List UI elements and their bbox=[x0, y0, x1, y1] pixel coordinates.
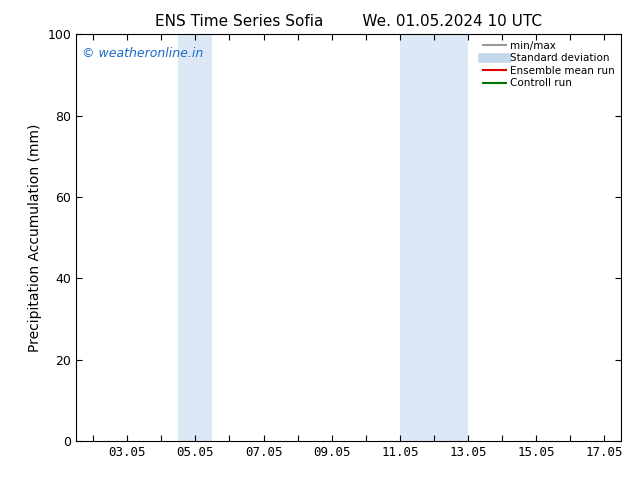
Legend: min/max, Standard deviation, Ensemble mean run, Controll run: min/max, Standard deviation, Ensemble me… bbox=[479, 36, 619, 93]
Title: ENS Time Series Sofia        We. 01.05.2024 10 UTC: ENS Time Series Sofia We. 01.05.2024 10 … bbox=[155, 14, 542, 29]
Text: © weatheronline.in: © weatheronline.in bbox=[82, 47, 203, 59]
Bar bbox=[178, 34, 212, 441]
Bar bbox=[400, 34, 468, 441]
Y-axis label: Precipitation Accumulation (mm): Precipitation Accumulation (mm) bbox=[28, 123, 42, 352]
